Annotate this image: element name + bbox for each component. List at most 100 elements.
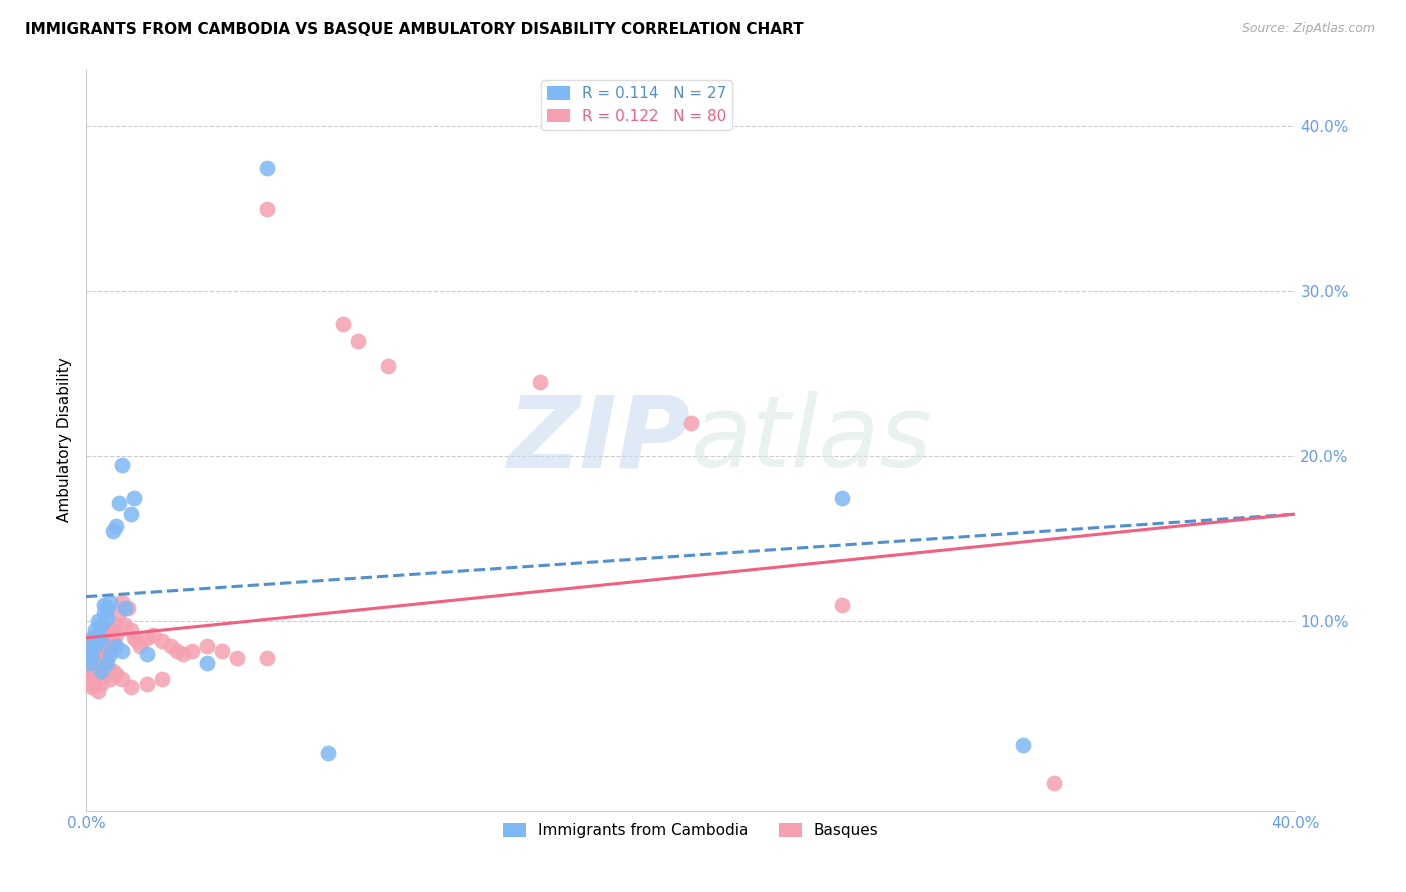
Point	[150, 672, 173, 686]
Point	[1042, 776, 1064, 790]
Point	[90, 639, 112, 653]
Point	[93, 656, 115, 670]
Point	[114, 601, 136, 615]
Point	[96, 648, 118, 662]
Point	[105, 627, 128, 641]
Point	[831, 491, 853, 505]
Point	[77, 644, 100, 658]
Point	[124, 631, 146, 645]
Point	[93, 667, 115, 681]
Point	[135, 648, 157, 662]
Point	[105, 639, 128, 653]
Point	[195, 656, 218, 670]
Point	[98, 672, 121, 686]
Point	[98, 648, 121, 662]
Point	[111, 644, 134, 658]
Point	[96, 634, 118, 648]
Point	[90, 660, 112, 674]
Point	[90, 634, 112, 648]
Point	[98, 623, 121, 637]
Point	[87, 683, 110, 698]
Point	[82, 677, 104, 691]
Point	[96, 601, 118, 615]
Point	[77, 656, 100, 670]
Point	[111, 672, 134, 686]
Point	[135, 631, 157, 645]
Point	[159, 639, 181, 653]
Point	[226, 650, 249, 665]
Point	[93, 606, 115, 620]
Point	[347, 334, 370, 348]
Point	[82, 650, 104, 665]
Point	[90, 627, 112, 641]
Point	[124, 491, 146, 505]
Point	[195, 639, 218, 653]
Text: IMMIGRANTS FROM CAMBODIA VS BASQUE AMBULATORY DISABILITY CORRELATION CHART: IMMIGRANTS FROM CAMBODIA VS BASQUE AMBUL…	[25, 22, 804, 37]
Point	[96, 656, 118, 670]
Point	[103, 623, 125, 637]
Point	[172, 648, 194, 662]
Point	[142, 627, 165, 641]
Point	[82, 681, 104, 695]
Point	[77, 648, 100, 662]
Point	[98, 644, 121, 658]
Point	[84, 631, 107, 645]
Point	[127, 634, 149, 648]
Point	[180, 644, 202, 658]
Point	[105, 617, 128, 632]
Point	[82, 667, 104, 681]
Point	[84, 672, 107, 686]
Point	[93, 598, 115, 612]
Point	[103, 664, 125, 678]
Point	[256, 202, 278, 216]
Point	[84, 672, 107, 686]
Point	[77, 672, 100, 686]
Point	[377, 359, 399, 373]
Legend: Immigrants from Cambodia, Basques: Immigrants from Cambodia, Basques	[496, 817, 884, 845]
Point	[529, 375, 551, 389]
Point	[87, 656, 110, 670]
Y-axis label: Ambulatory Disability: Ambulatory Disability	[58, 358, 72, 522]
Point	[82, 631, 104, 645]
Point	[332, 318, 354, 332]
Point	[103, 634, 125, 648]
Point	[150, 634, 173, 648]
Point	[105, 667, 128, 681]
Point	[93, 644, 115, 658]
Point	[84, 648, 107, 662]
Point	[90, 650, 112, 665]
Text: ZIP: ZIP	[508, 392, 690, 488]
Point	[93, 623, 115, 637]
Point	[82, 644, 104, 658]
Point	[129, 639, 152, 653]
Point	[211, 644, 233, 658]
Point	[96, 660, 118, 674]
Point	[135, 677, 157, 691]
Point	[93, 634, 115, 648]
Point	[679, 417, 702, 431]
Point	[256, 650, 278, 665]
Point	[84, 639, 107, 653]
Point	[114, 617, 136, 632]
Point	[84, 639, 107, 653]
Point	[84, 664, 107, 678]
Point	[77, 656, 100, 670]
Point	[82, 660, 104, 674]
Text: Source: ZipAtlas.com: Source: ZipAtlas.com	[1241, 22, 1375, 36]
Point	[96, 611, 118, 625]
Point	[87, 627, 110, 641]
Point	[120, 623, 142, 637]
Point	[90, 677, 112, 691]
Point	[87, 667, 110, 681]
Point	[77, 639, 100, 653]
Point	[87, 644, 110, 658]
Point	[84, 623, 107, 637]
Point	[103, 524, 125, 538]
Point	[256, 161, 278, 175]
Point	[98, 634, 121, 648]
Point	[117, 601, 139, 615]
Point	[108, 495, 131, 509]
Point	[87, 631, 110, 645]
Point	[111, 594, 134, 608]
Point	[166, 644, 188, 658]
